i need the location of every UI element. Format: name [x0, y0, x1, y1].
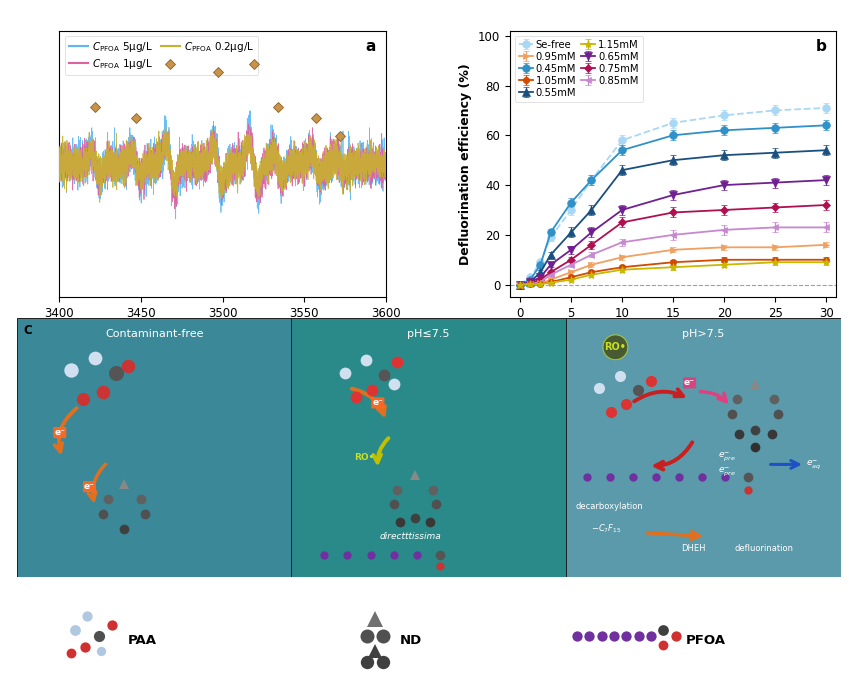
Text: RO•: RO• — [354, 453, 374, 462]
Text: b: b — [816, 39, 826, 54]
Point — [94, 645, 108, 656]
Text: ND: ND — [400, 634, 422, 647]
X-axis label: Time (min): Time (min) — [635, 325, 711, 338]
Point — [656, 639, 670, 650]
Point — [644, 630, 658, 641]
X-axis label: Magnetic field (G): Magnetic field (G) — [160, 325, 286, 338]
Text: pH>7.5: pH>7.5 — [682, 329, 724, 339]
Text: defluorination: defluorination — [734, 544, 793, 553]
Text: $e_{pre}^{-}$: $e_{pre}^{-}$ — [718, 451, 736, 463]
Text: Contaminant-free: Contaminant-free — [105, 329, 204, 339]
Point — [78, 642, 92, 653]
Point — [64, 647, 77, 658]
Text: directttissima: directttissima — [380, 532, 441, 541]
Legend: Se-free, 0.95mM, 0.45mM, 1.05mM, 0.55mM, 1.15mM, 0.65mM, 0.75mM, 0.85mM: Se-free, 0.95mM, 0.45mM, 1.05mM, 0.55mM,… — [514, 36, 643, 102]
Text: a: a — [366, 39, 376, 54]
Text: e⁻: e⁻ — [684, 378, 695, 387]
Text: $e_{pre}^{-}$: $e_{pre}^{-}$ — [718, 466, 736, 478]
Text: PAA: PAA — [128, 634, 157, 647]
Point — [607, 630, 621, 641]
Point — [595, 630, 609, 641]
Point — [571, 630, 584, 641]
Point — [68, 624, 82, 635]
Point — [632, 630, 645, 641]
Text: DHEH: DHEH — [682, 544, 706, 553]
Point — [105, 619, 119, 630]
Text: e⁻: e⁻ — [373, 398, 384, 407]
Text: pH≤7.5: pH≤7.5 — [408, 329, 450, 339]
Text: PFOA: PFOA — [686, 634, 726, 647]
Y-axis label: Defluorination efficiency (%): Defluorination efficiency (%) — [459, 63, 472, 265]
Text: $-C_7F_{15}$: $-C_7F_{15}$ — [591, 522, 621, 535]
Point — [93, 630, 106, 641]
Point — [80, 611, 93, 622]
Point — [656, 624, 670, 635]
Point — [669, 630, 683, 641]
Bar — [291, 318, 566, 577]
Text: $e_{aq}^{-}$: $e_{aq}^{-}$ — [807, 458, 822, 471]
Text: e⁻: e⁻ — [84, 482, 95, 491]
Text: decarboxylation: decarboxylation — [576, 502, 644, 511]
Text: RO•: RO• — [604, 342, 627, 352]
Point — [582, 630, 596, 641]
Bar — [566, 318, 841, 577]
Point — [620, 630, 633, 641]
Text: C: C — [24, 324, 32, 337]
Legend: $\it{C}_{\rm PFOA}$ 5μg/L, $\it{C}_{\rm PFOA}$ 1μg/L, $\it{C}_{\rm PFOA}$ 0.2μg/: $\it{C}_{\rm PFOA}$ 5μg/L, $\it{C}_{\rm … — [65, 36, 258, 75]
Bar — [17, 318, 291, 577]
Text: e⁻: e⁻ — [54, 428, 65, 437]
